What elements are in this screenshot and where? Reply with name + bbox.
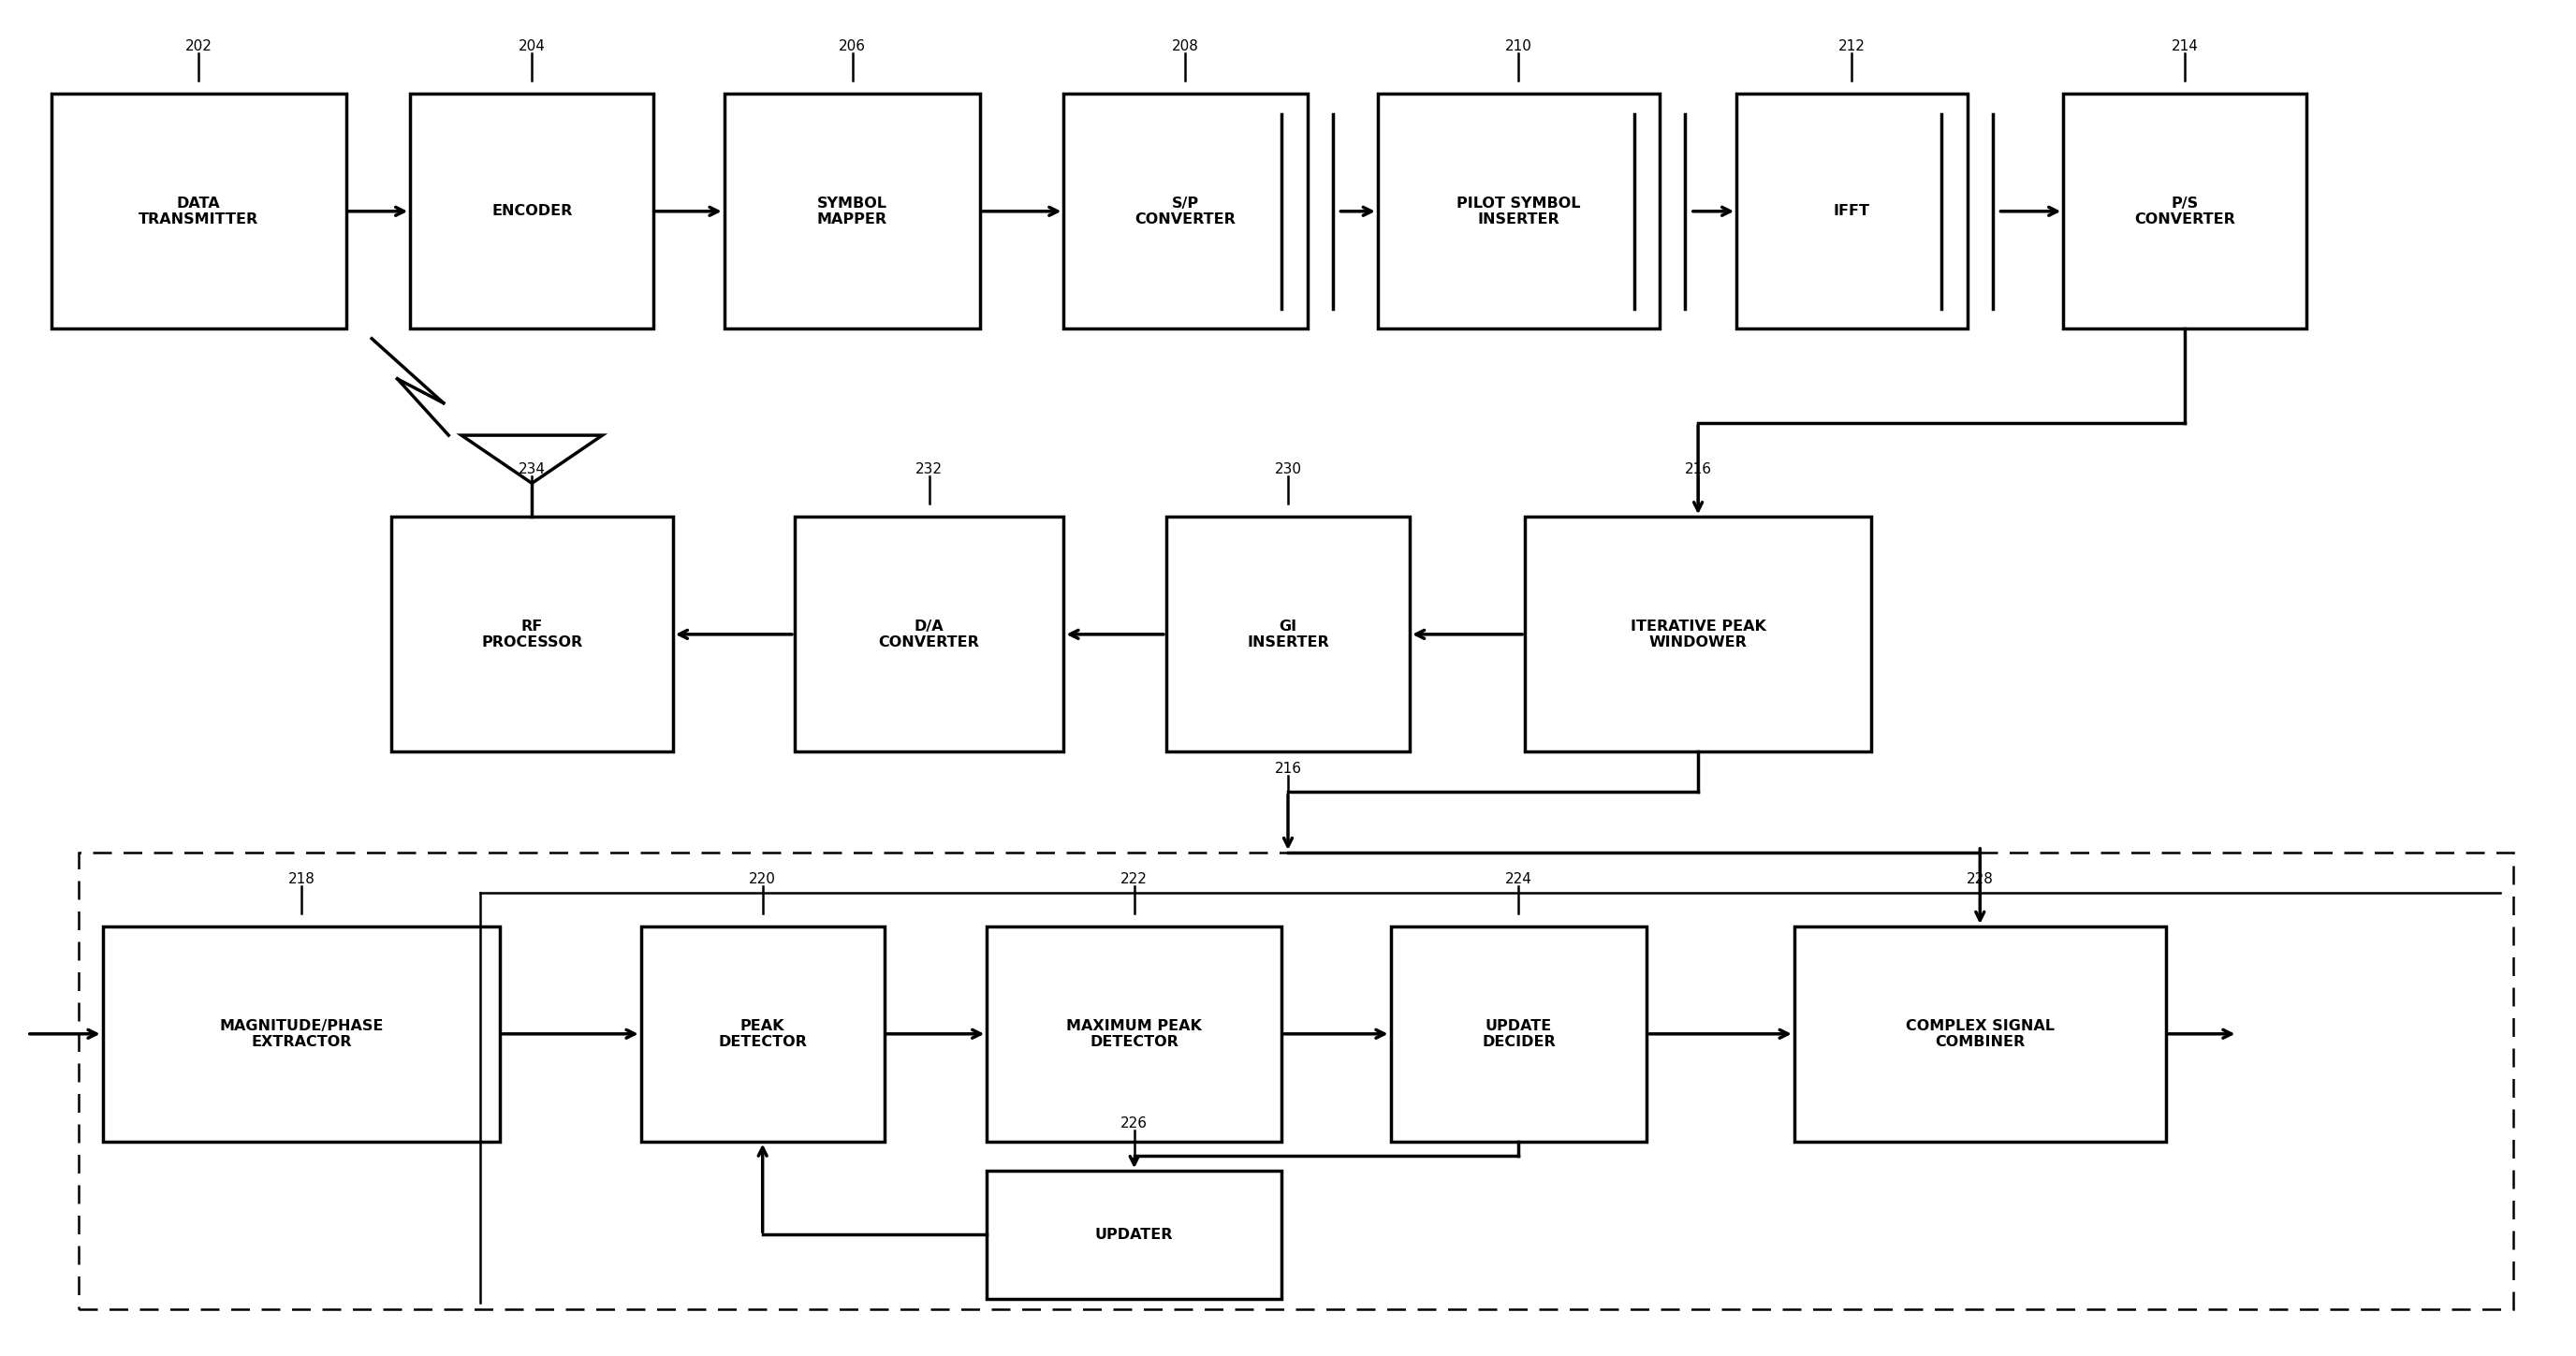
FancyBboxPatch shape [103, 926, 500, 1142]
Text: RF
PROCESSOR: RF PROCESSOR [482, 620, 582, 650]
Text: 202: 202 [185, 39, 211, 53]
FancyBboxPatch shape [1064, 94, 1306, 328]
Text: 204: 204 [518, 39, 546, 53]
Text: 220: 220 [750, 872, 775, 887]
Text: D/A
CONVERTER: D/A CONVERTER [878, 620, 979, 650]
FancyBboxPatch shape [52, 94, 345, 328]
FancyBboxPatch shape [410, 94, 654, 328]
Text: MAGNITUDE/PHASE
EXTRACTOR: MAGNITUDE/PHASE EXTRACTOR [219, 1018, 384, 1050]
Text: 208: 208 [1172, 39, 1198, 53]
FancyBboxPatch shape [1167, 517, 1409, 751]
Text: 212: 212 [1839, 39, 1865, 53]
Text: 228: 228 [1965, 872, 1994, 887]
Text: 210: 210 [1504, 39, 1533, 53]
FancyBboxPatch shape [392, 517, 672, 751]
FancyBboxPatch shape [1391, 926, 1646, 1142]
FancyBboxPatch shape [724, 94, 981, 328]
Text: PILOT SYMBOL
INSERTER: PILOT SYMBOL INSERTER [1455, 197, 1582, 226]
Text: MAXIMUM PEAK
DETECTOR: MAXIMUM PEAK DETECTOR [1066, 1018, 1203, 1050]
FancyBboxPatch shape [1525, 517, 1870, 751]
Text: 216: 216 [1275, 762, 1301, 776]
FancyBboxPatch shape [987, 926, 1283, 1142]
Text: ITERATIVE PEAK
WINDOWER: ITERATIVE PEAK WINDOWER [1631, 620, 1767, 650]
FancyBboxPatch shape [77, 853, 2514, 1309]
FancyBboxPatch shape [641, 926, 884, 1142]
Text: ENCODER: ENCODER [492, 205, 572, 218]
FancyBboxPatch shape [987, 1170, 1283, 1299]
FancyBboxPatch shape [2063, 94, 2306, 328]
Text: 230: 230 [1275, 462, 1301, 476]
Text: S/P
CONVERTER: S/P CONVERTER [1136, 197, 1236, 226]
Text: UPDATER: UPDATER [1095, 1227, 1172, 1242]
FancyBboxPatch shape [1378, 94, 1659, 328]
Text: 216: 216 [1685, 462, 1710, 476]
Text: 222: 222 [1121, 872, 1149, 887]
Text: 232: 232 [914, 462, 943, 476]
Text: GI
INSERTER: GI INSERTER [1247, 620, 1329, 650]
Text: COMPLEX SIGNAL
COMBINER: COMPLEX SIGNAL COMBINER [1906, 1018, 2056, 1050]
FancyBboxPatch shape [793, 517, 1064, 751]
Text: 224: 224 [1504, 872, 1533, 887]
Text: UPDATE
DECIDER: UPDATE DECIDER [1481, 1018, 1556, 1050]
Text: 234: 234 [518, 462, 546, 476]
Text: 218: 218 [289, 872, 314, 887]
Text: 214: 214 [2172, 39, 2197, 53]
Text: DATA
TRANSMITTER: DATA TRANSMITTER [139, 197, 258, 226]
Text: PEAK
DETECTOR: PEAK DETECTOR [719, 1018, 806, 1050]
Text: P/S
CONVERTER: P/S CONVERTER [2136, 197, 2236, 226]
Text: IFFT: IFFT [1834, 205, 1870, 218]
Text: SYMBOL
MAPPER: SYMBOL MAPPER [817, 197, 889, 226]
Text: 226: 226 [1121, 1116, 1149, 1131]
FancyBboxPatch shape [1795, 926, 2166, 1142]
Text: 206: 206 [840, 39, 866, 53]
FancyBboxPatch shape [1736, 94, 1968, 328]
